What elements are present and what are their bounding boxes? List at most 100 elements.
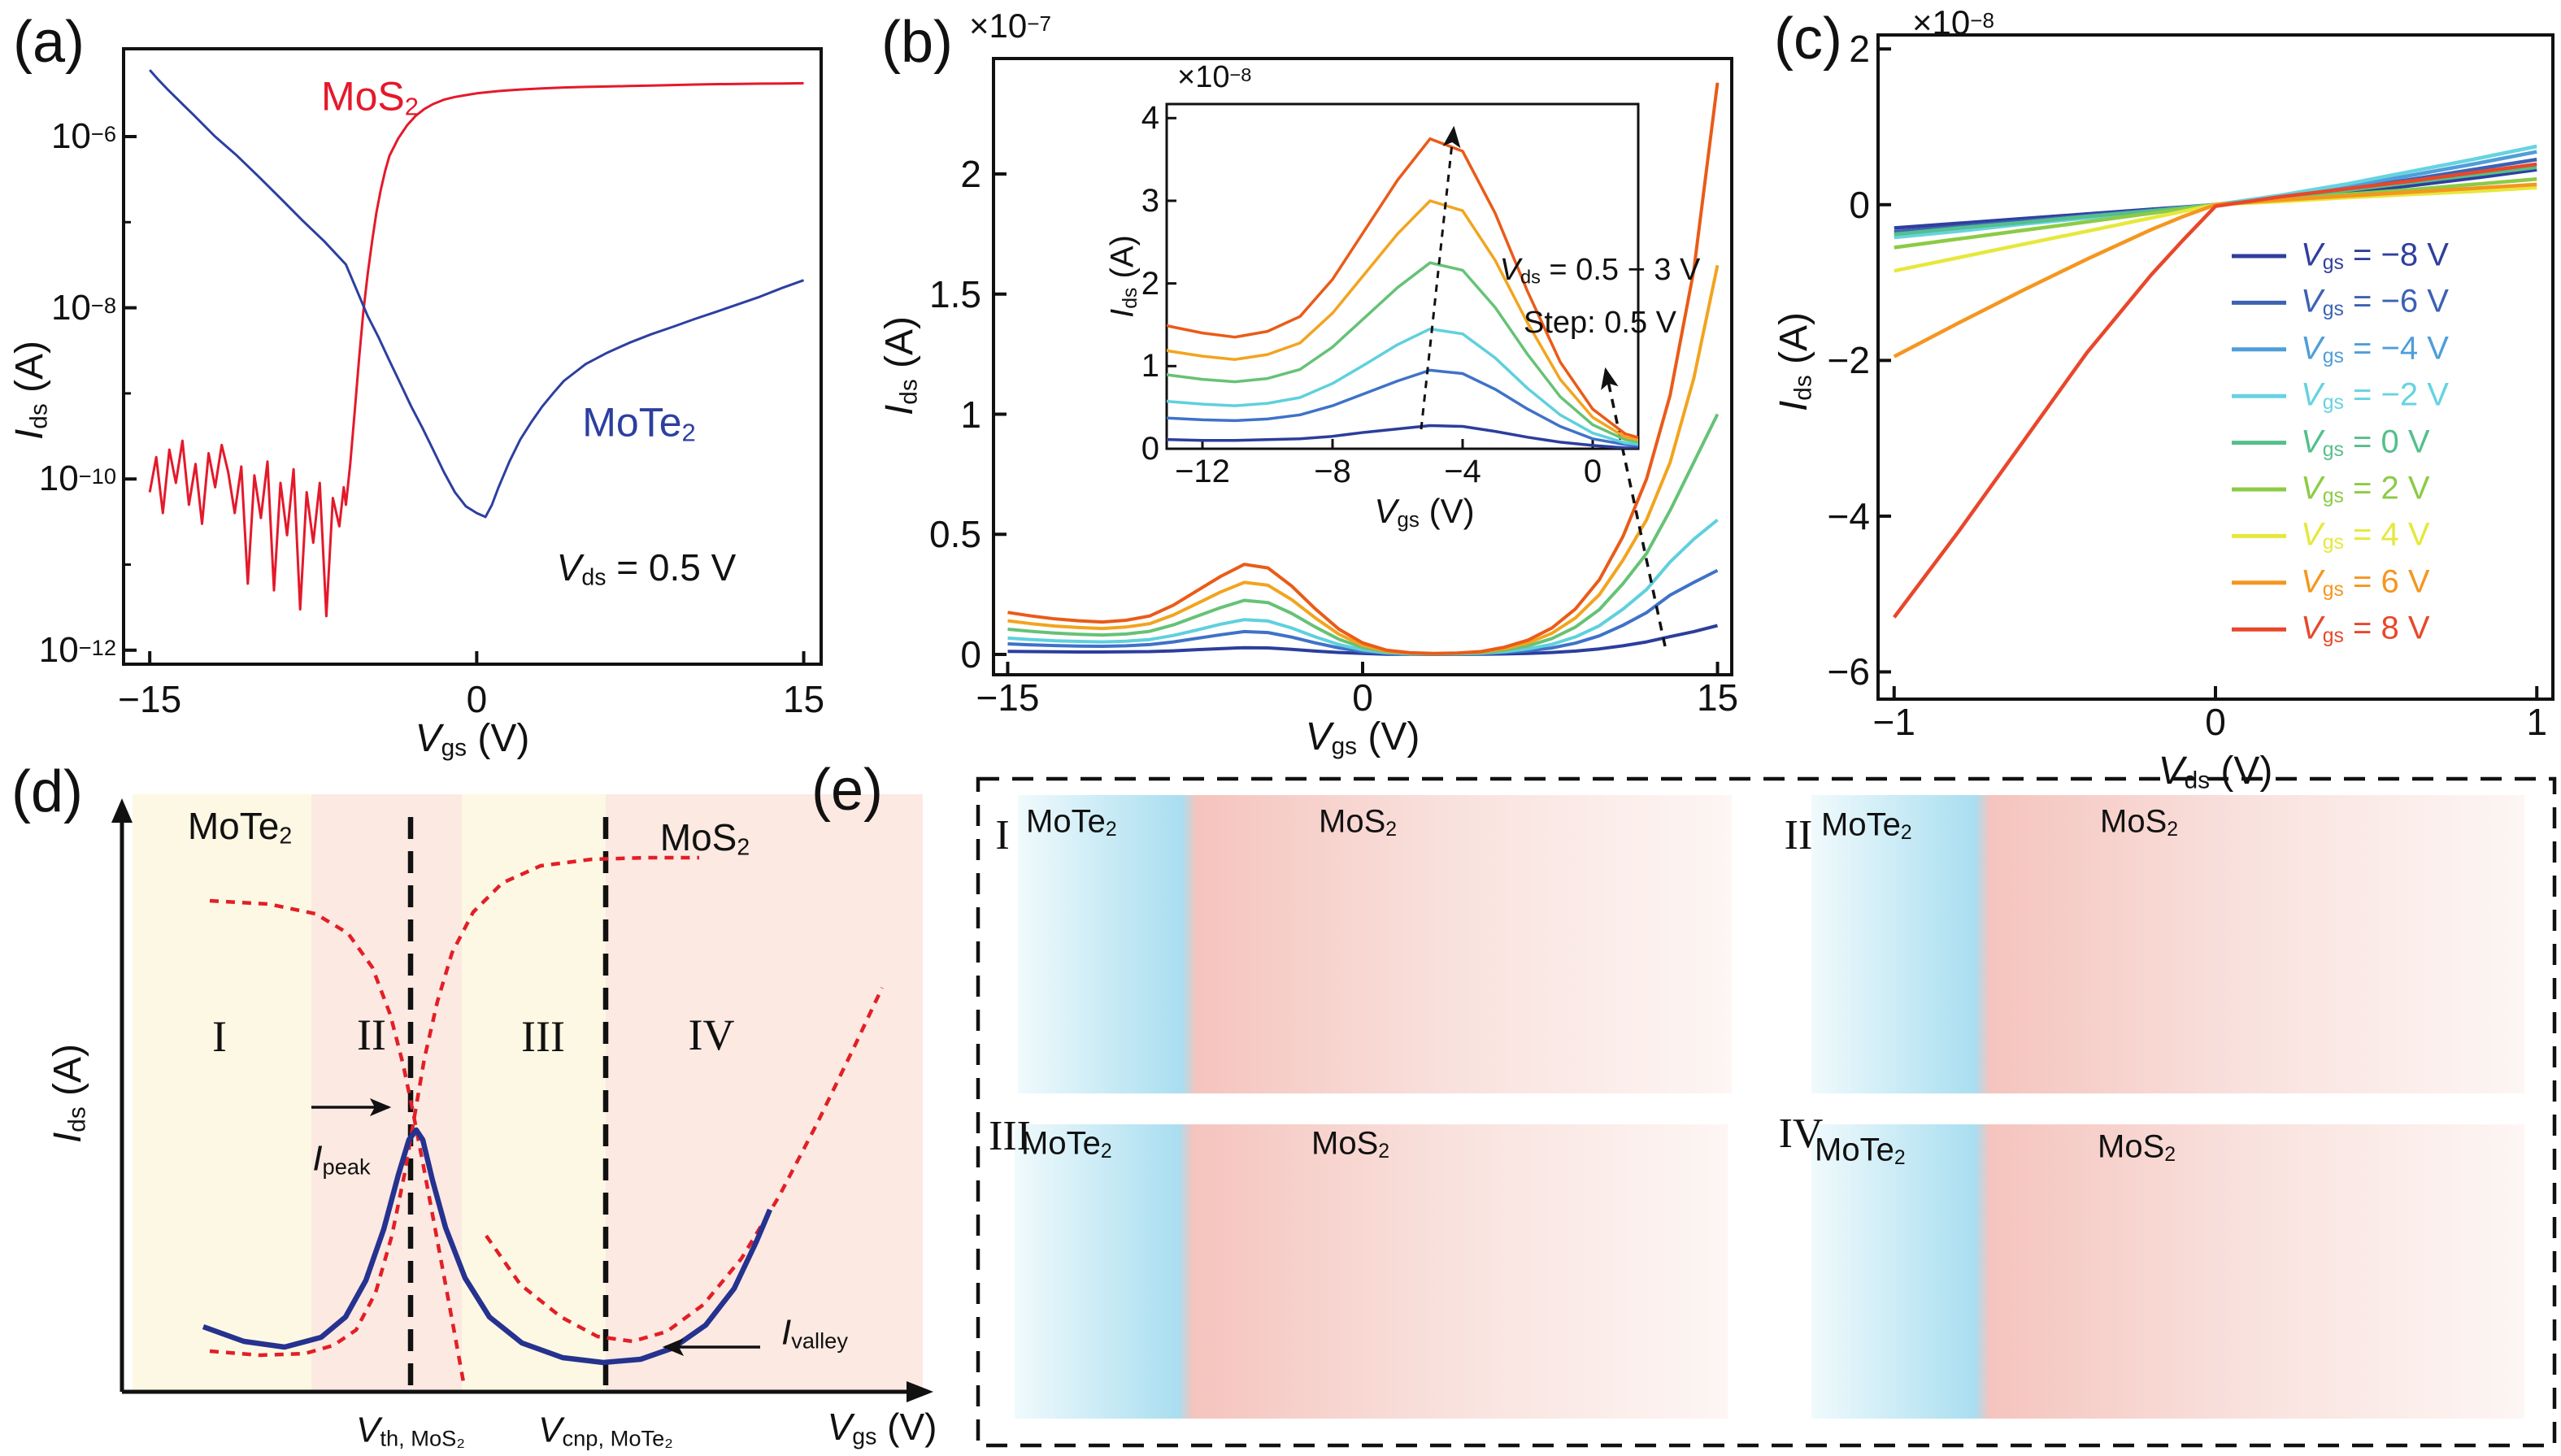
a-vds-note: Vds = 0.5 V <box>556 546 737 591</box>
a-xtick: 0 <box>466 678 488 720</box>
curve-binset-V_ds15V <box>1167 327 1638 446</box>
curve-binset-V_ds1V <box>1167 368 1638 447</box>
bi-ylabel: Ids (A) <box>1104 235 1141 318</box>
b-xtick: 0 <box>1352 676 1373 719</box>
a-ytick: 10−10 <box>38 459 116 499</box>
e-mote2-0: MoTe2 <box>1026 803 1117 841</box>
c-legend-item: Vgs = 2 V <box>2301 470 2430 507</box>
d-xlabel: Vgs (V) <box>827 1406 937 1450</box>
b-xtick: 15 <box>1696 676 1739 719</box>
a-ytick: 10−6 <box>50 116 116 156</box>
b-ytick: 0.5 <box>929 513 981 556</box>
bi-ytick: 1 <box>1141 348 1159 385</box>
d-material-1: MoS2 <box>659 816 750 861</box>
d-region-IV: IV <box>688 1011 735 1059</box>
b-ylabel: Ids (A) <box>877 315 923 416</box>
bi-xtick: −4 <box>1444 454 1481 489</box>
d-ylabel: Ids (A) <box>46 1043 91 1144</box>
d-ipeak: Ipeak <box>312 1138 371 1180</box>
e-mote2-3: MoTe2 <box>1815 1132 1906 1169</box>
region-band-1 <box>133 794 311 1390</box>
b-xtick: −15 <box>976 676 1040 719</box>
d-material-0: MoTe2 <box>187 805 293 850</box>
c-legend-item: Vgs = 8 V <box>2301 610 2430 648</box>
e-mote2-2: MoTe2 <box>1021 1125 1112 1163</box>
quadrant-II-background <box>1811 795 2524 1093</box>
a-mote2-label: MoTe2 <box>582 399 696 447</box>
b-ytick: 1.5 <box>929 272 981 315</box>
region-band-2 <box>311 794 462 1390</box>
vds-increase-arrow <box>1601 367 1667 647</box>
curve-c-V_gs4V <box>1894 185 2537 273</box>
panel-e-dashed-frame <box>976 776 2557 1448</box>
quadrant-IV-background <box>1811 1124 2524 1419</box>
d-xaxis-label-0: Vth, MoS₂ <box>356 1410 465 1451</box>
y-axis-arrowhead <box>111 798 133 823</box>
panel-label-a: (a) <box>13 10 85 75</box>
c-xlabel: Vds (V) <box>2158 749 2273 794</box>
curve-binset-V_ds05V <box>1167 424 1638 449</box>
curve-binset-V_ds2V <box>1167 261 1638 444</box>
curve-b-V_ds1V <box>1007 568 1719 656</box>
curve-c-V_gs8V <box>1893 162 2537 619</box>
a-ytick: 10−12 <box>38 629 116 670</box>
c-ytick: −2 <box>1827 339 1870 382</box>
d-region-III: III <box>521 1012 565 1061</box>
quadrant-III-background <box>1015 1124 1728 1419</box>
bi-ytick: 3 <box>1141 182 1159 219</box>
d-xaxis-label-1: Vcnp, MoTe₂ <box>538 1410 673 1451</box>
e-mos2-1: MoS2 <box>2100 803 2179 841</box>
d-ivalley: Ivalley <box>781 1312 848 1354</box>
e-numeral-I: I <box>995 812 1010 858</box>
bi-xlabel: Vgs (V) <box>1374 492 1475 532</box>
curve-binset-V_ds25V <box>1167 199 1638 441</box>
curve-valley-dashed <box>485 987 885 1344</box>
curve-MoS2 <box>148 81 804 618</box>
c-ytick: −4 <box>1827 494 1870 537</box>
curve-mote2-transfer-dashed <box>209 898 466 1383</box>
region-band-3 <box>462 794 606 1390</box>
c-ytick: 0 <box>1849 183 1870 226</box>
c-legend-item: Vgs = −8 V <box>2301 237 2449 274</box>
e-mos2-3: MoS2 <box>2098 1128 2176 1166</box>
peak-shift-arrow <box>1420 125 1461 430</box>
bi-xtick: 0 <box>1583 454 1602 489</box>
x-axis-arrowhead <box>907 1381 933 1402</box>
e-numeral-III: III <box>989 1113 1031 1159</box>
a-xtick: 15 <box>782 678 825 720</box>
b-ytick: 1 <box>960 393 981 436</box>
curve-b-V_ds2V <box>1007 413 1720 656</box>
panel-label-c: (c) <box>1774 7 1842 72</box>
c-legend-item: Vgs = 4 V <box>2301 516 2430 554</box>
bi-xtick: −12 <box>1175 454 1230 489</box>
c-xtick: 1 <box>2526 701 2548 743</box>
bi-ytick: 2 <box>1141 265 1159 302</box>
curve-b-V_ds3V <box>1007 82 1720 655</box>
region-band-4 <box>606 794 923 1390</box>
axis-box <box>1876 33 2554 701</box>
bi-ytick: 0 <box>1141 431 1159 467</box>
c-xtick: 0 <box>2205 701 2226 743</box>
curve-MoTe2 <box>149 69 805 519</box>
bi-scale: ×10−8 <box>1177 60 1252 94</box>
curve-b-V_ds25V <box>1007 264 1720 656</box>
b-ytick: 0 <box>960 633 981 676</box>
e-mos2-2: MoS2 <box>1311 1125 1390 1163</box>
quadrant-I-background <box>1018 795 1732 1093</box>
b-vds-range-note: Vds = 0.5 − 3 V <box>1499 253 1701 288</box>
a-xlabel: Vgs (V) <box>415 716 530 762</box>
e-mote2-1: MoTe2 <box>1821 806 1912 844</box>
curve-b-V_ds05V <box>1007 624 1718 656</box>
bi-ytick: 4 <box>1141 100 1159 137</box>
c-legend-item: Vgs = −4 V <box>2301 330 2449 367</box>
a-ylabel: Ids (A) <box>7 340 53 441</box>
c-legend-item: Vgs = 0 V <box>2301 423 2430 461</box>
b-xlabel: Vgs (V) <box>1305 715 1420 760</box>
bi-xtick: −8 <box>1314 454 1351 489</box>
curve-binset-V_ds3V <box>1167 137 1638 439</box>
axis-box <box>1165 102 1640 450</box>
e-numeral-IV: IV <box>1778 1110 1824 1157</box>
c-legend-item: Vgs = 6 V <box>2301 563 2430 601</box>
c-ytick: 2 <box>1849 28 1870 71</box>
c-legend-item: Vgs = −6 V <box>2301 283 2449 321</box>
